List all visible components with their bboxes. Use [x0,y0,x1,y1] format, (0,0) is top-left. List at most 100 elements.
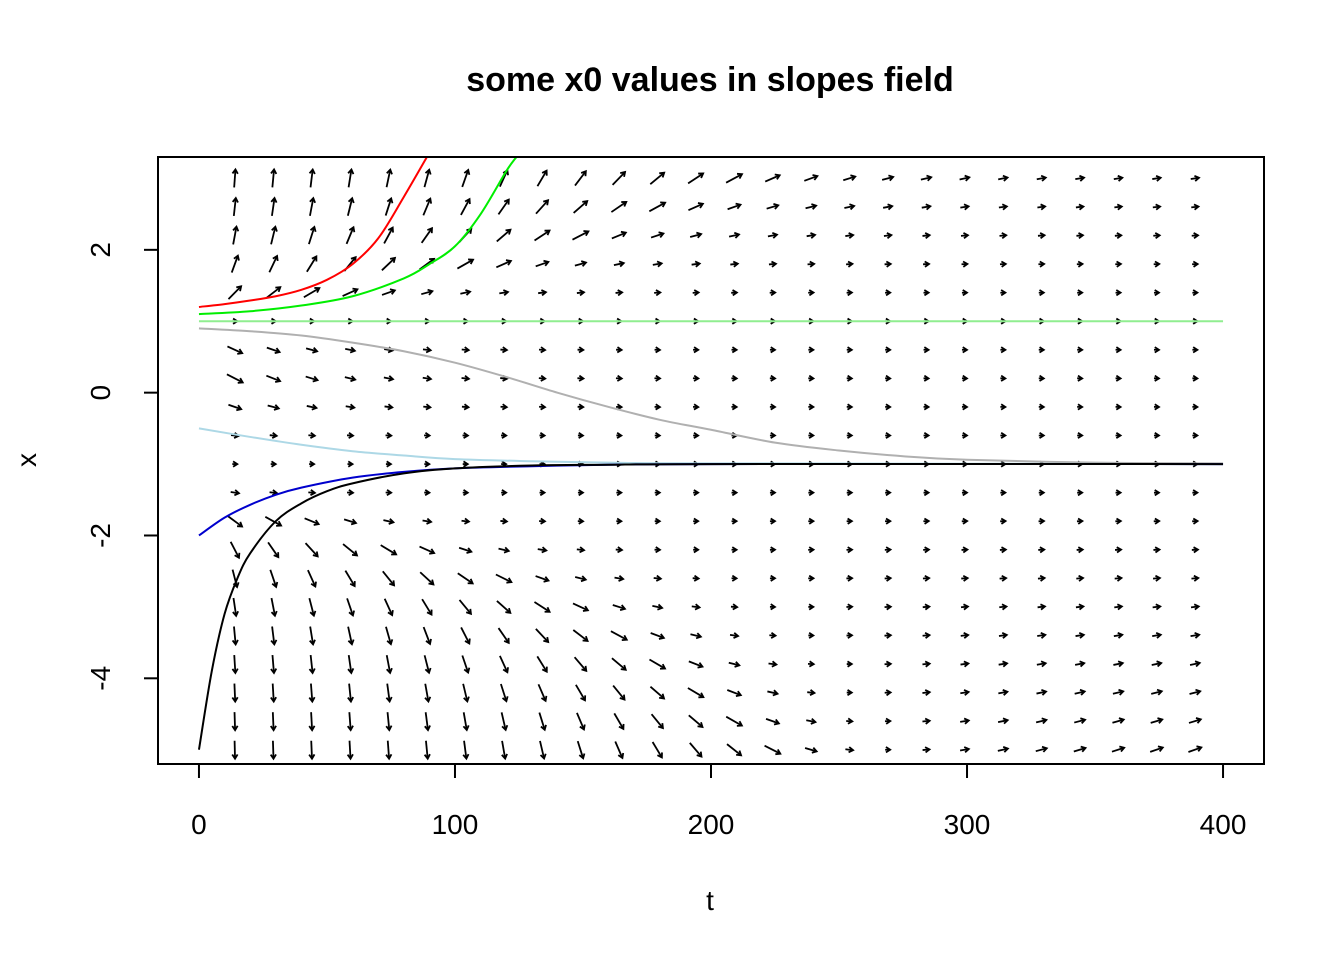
slope-arrow [463,433,468,438]
slope-arrow [270,433,277,438]
x-tick-label: 200 [688,809,735,840]
slope-arrow [347,598,354,615]
slope-arrow [845,747,853,752]
slope-arrow [233,598,238,616]
slope-arrow [730,262,737,267]
slope-arrow [923,604,930,609]
slope-arrow [808,604,813,609]
chart-title: some x0 values in slopes field [466,61,954,99]
slope-arrow [423,404,430,409]
slope-arrow [729,662,740,667]
slope-arrow [347,433,353,438]
slope-arrow [233,227,238,245]
slope-arrow [306,543,318,556]
slope-arrow [770,433,775,438]
slope-arrow [271,461,276,466]
slope-arrow [1192,290,1197,295]
slope-arrow [770,576,775,581]
slope-arrow [423,199,431,216]
slope-arrow [539,404,545,409]
slope-arrow [535,231,550,241]
slope-arrow [1115,576,1122,581]
slope-arrow [577,713,585,730]
slope-arrow [347,490,353,495]
slope-arrow [1190,661,1200,666]
slope-arrow [1192,233,1198,238]
slope-arrow [1076,604,1083,609]
slope-arrow [383,519,393,524]
slope-arrow [499,628,509,643]
slope-arrow [421,290,432,295]
slope-arrow [1077,519,1082,524]
slope-arrow [232,655,237,673]
slope-arrow [344,519,356,524]
slope-arrow [1039,347,1044,352]
slope-arrow [885,747,890,752]
slope-arrow [693,347,698,352]
slope-arrow [575,657,587,671]
slope-arrow [960,718,969,723]
slope-arrow [732,490,737,495]
slope-arrow [885,433,890,438]
slope-arrow [1077,262,1083,267]
slope-arrow [1037,661,1046,666]
slope-arrow [1115,262,1121,267]
slope-arrow [424,170,430,187]
series-line-7 [199,464,1223,750]
slope-arrow [382,289,395,295]
slope-arrow [808,490,813,495]
slope-arrow [999,204,1007,209]
slope-arrow [883,204,892,209]
slope-arrow [500,347,506,352]
slope-arrow [500,518,506,523]
slope-arrow [463,461,468,466]
slope-arrow [613,686,624,700]
slope-arrow [727,690,740,696]
slope-arrow [689,715,703,727]
slope-arrow [693,547,698,552]
slope-arrow [1039,519,1044,524]
slope-arrow [1115,547,1121,552]
slope-arrow [462,404,469,409]
slope-arrow [654,290,660,295]
slope-arrow [1077,290,1082,295]
slope-arrow [960,747,969,752]
slope-arrow [732,519,737,524]
slope-arrow [1154,490,1159,495]
slope-arrow [616,376,622,381]
x-tick-label: 0 [191,809,207,840]
slope-arrow [924,404,929,409]
slope-arrow [1036,747,1047,752]
slope-arrow [806,719,815,724]
slope-arrow [885,519,890,524]
slope-arrow [425,741,430,759]
slope-arrow [614,261,624,266]
slope-arrow [1074,718,1085,723]
slope-arrow [805,748,817,753]
slope-arrow [422,599,431,614]
slope-arrow [1192,261,1198,266]
slope-arrow [425,655,431,672]
slope-arrow [998,747,1008,752]
slope-arrow [309,227,316,244]
slope-arrow [616,433,621,438]
slope-arrow [770,290,775,295]
slope-arrow [539,347,545,352]
slope-arrow [499,547,509,552]
slope-arrow [690,233,701,238]
slope-arrow [271,198,276,216]
slope-arrow [1037,176,1046,181]
slope-arrow [1075,661,1084,666]
slope-arrow [693,290,699,295]
slope-arrow [767,690,777,695]
slope-arrow [923,576,929,581]
slope-arrow [1074,747,1086,752]
slope-arrow [651,232,663,237]
slope-arrow [655,433,660,438]
slope-arrow [420,547,435,554]
slope-arrow [1000,490,1005,495]
slope-arrow [769,262,776,267]
slope-arrow [347,227,355,244]
slope-arrow [1000,576,1007,581]
slope-arrow [537,171,546,187]
